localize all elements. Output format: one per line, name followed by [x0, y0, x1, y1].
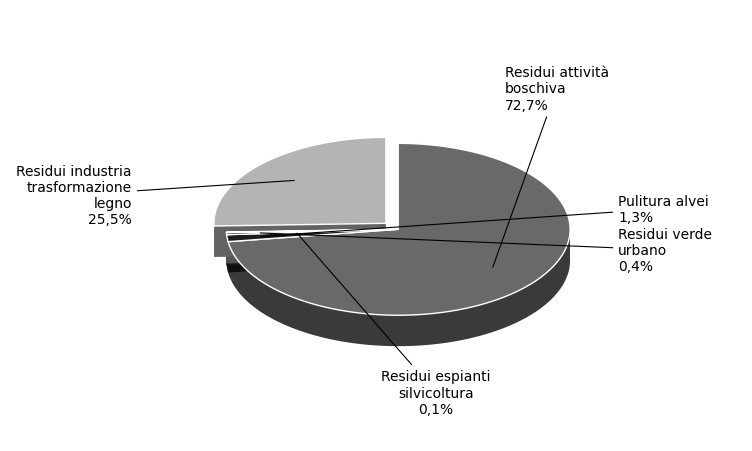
Polygon shape	[228, 227, 570, 346]
Text: Residui industria
trasformazione
legno
25,5%: Residui industria trasformazione legno 2…	[17, 164, 294, 227]
Text: Residui verde
urbano
0,4%: Residui verde urbano 0,4%	[260, 227, 712, 273]
Polygon shape	[228, 230, 399, 273]
Polygon shape	[228, 230, 399, 273]
Polygon shape	[214, 138, 386, 226]
Text: Pulitura alvei
1,3%: Pulitura alvei 1,3%	[261, 194, 709, 237]
Polygon shape	[226, 230, 399, 263]
Polygon shape	[226, 230, 399, 266]
Polygon shape	[226, 230, 399, 233]
Polygon shape	[226, 235, 228, 273]
Text: Residui espianti
silvicoltura
0,1%: Residui espianti silvicoltura 0,1%	[297, 234, 491, 416]
Polygon shape	[228, 144, 570, 316]
Polygon shape	[226, 230, 399, 266]
Text: Residui attività
boschiva
72,7%: Residui attività boschiva 72,7%	[493, 66, 609, 267]
Polygon shape	[226, 230, 399, 242]
Polygon shape	[226, 230, 399, 235]
Polygon shape	[214, 224, 386, 258]
Polygon shape	[226, 230, 399, 264]
Polygon shape	[226, 230, 399, 264]
